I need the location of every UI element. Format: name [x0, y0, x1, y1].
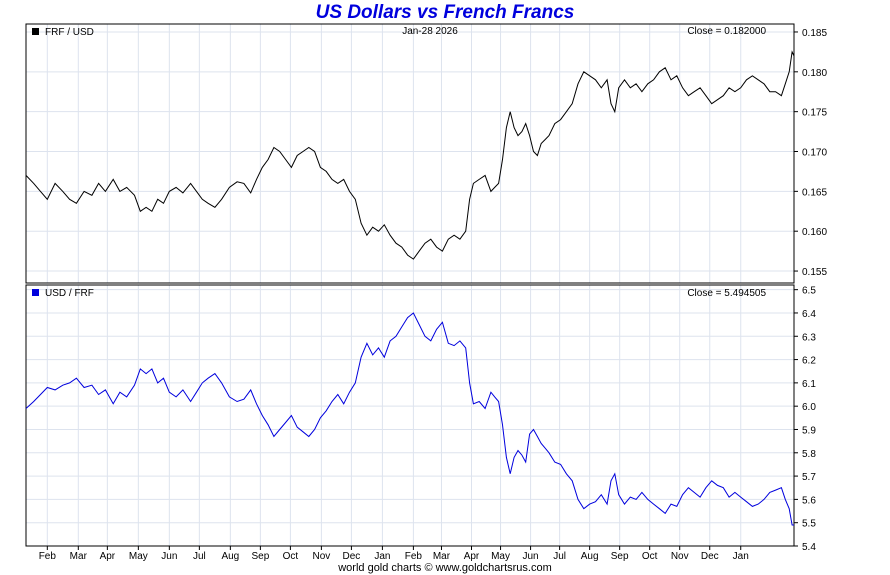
- top-ytick-label: 0.155: [802, 267, 827, 278]
- x-tick-label: May: [491, 551, 510, 562]
- bottom-ytick-label: 6.3: [802, 332, 816, 343]
- x-tick-label: Jul: [193, 551, 206, 562]
- x-tick-label: Nov: [671, 551, 689, 562]
- top-plot-border: [25, 23, 795, 284]
- usd-frf-legend-label: USD / FRF: [45, 288, 94, 299]
- bottom-ytick-label: 6.2: [802, 356, 816, 367]
- bottom-ytick-label: 6.4: [802, 309, 816, 320]
- bottom-ytick-label: 6.0: [802, 402, 816, 413]
- bottom-ytick-label: 5.5: [802, 519, 816, 530]
- x-tick-label: Feb: [405, 551, 423, 562]
- bottom-plot-border: [25, 284, 795, 547]
- x-tick-label: Jul: [553, 551, 566, 562]
- bottom-y-axis: 5.4 5.5 5.6 5.7 5.8 5.9 6.0 6.1 6.2 6.3 6.4 6.5: [794, 286, 816, 553]
- top-ytick-label: 0.185: [802, 28, 827, 39]
- x-tick-label: Dec: [343, 551, 361, 562]
- footer-credit: world gold charts © www.goldchartsrus.co…: [338, 562, 552, 574]
- top-ytick-label: 0.160: [802, 227, 827, 238]
- top-y-axis: 0.155 0.160 0.165 0.170 0.175 0.180 0.185: [794, 28, 827, 278]
- usd-frf-legend-marker: [32, 289, 39, 296]
- x-tick-label: Mar: [70, 551, 88, 562]
- bottom-ytick-label: 6.5: [802, 286, 816, 297]
- usd-frf-line: [25, 312, 794, 526]
- bottom-close-label: Close = 5.494505: [687, 288, 766, 299]
- bottom-panel: 5.4 5.5 5.6 5.7 5.8 5.9 6.0 6.1 6.2 6.3 6.4 6.5 USD…: [25, 284, 816, 553]
- x-tick-label: Mar: [433, 551, 451, 562]
- bottom-ytick-label: 6.1: [802, 379, 816, 390]
- x-tick-label: Feb: [39, 551, 57, 562]
- top-panel: 0.155 0.160 0.165 0.170 0.175 0.180 0.185 FRF …: [25, 23, 827, 284]
- top-date-label: Jan-28 2026: [402, 26, 458, 37]
- frf-usd-legend-marker: [32, 28, 39, 35]
- x-axis: Feb Mar Apr May Jun Jul Aug Sep Oct Nov Dec Jan Feb M…: [39, 546, 749, 562]
- bottom-ytick-label: 5.8: [802, 449, 816, 460]
- x-tick-label: May: [129, 551, 148, 562]
- top-close-label: Close = 0.182000: [687, 26, 766, 37]
- x-tick-label: Nov: [312, 551, 330, 562]
- top-ytick-label: 0.180: [802, 68, 827, 79]
- bottom-ytick-label: 5.7: [802, 472, 816, 483]
- bottom-ytick-label: 5.9: [802, 425, 816, 436]
- bottom-ytick-label: 5.4: [802, 542, 816, 553]
- top-grid: [26, 24, 794, 283]
- x-tick-label: Oct: [283, 551, 299, 562]
- chart-title: US Dollars vs French Francs: [315, 2, 575, 23]
- x-tick-label: Aug: [221, 551, 239, 562]
- bottom-grid: [26, 285, 794, 547]
- top-ytick-label: 0.170: [802, 148, 827, 159]
- frf-usd-legend-label: FRF / USD: [45, 27, 94, 38]
- frf-usd-line: [25, 50, 795, 260]
- x-tick-label: Apr: [100, 551, 116, 562]
- bottom-ytick-label: 5.6: [802, 495, 816, 506]
- x-tick-label: Jan: [733, 551, 749, 562]
- x-tick-label: Oct: [642, 551, 658, 562]
- x-tick-label: Aug: [581, 551, 599, 562]
- top-ytick-label: 0.175: [802, 108, 827, 119]
- x-tick-label: Dec: [701, 551, 719, 562]
- x-tick-label: Apr: [464, 551, 480, 562]
- x-tick-label: Sep: [611, 551, 629, 562]
- x-tick-label: Jun: [523, 551, 539, 562]
- x-tick-label: Sep: [251, 551, 269, 562]
- x-tick-label: Jun: [161, 551, 177, 562]
- top-ytick-label: 0.165: [802, 187, 827, 198]
- x-tick-label: Jan: [374, 551, 390, 562]
